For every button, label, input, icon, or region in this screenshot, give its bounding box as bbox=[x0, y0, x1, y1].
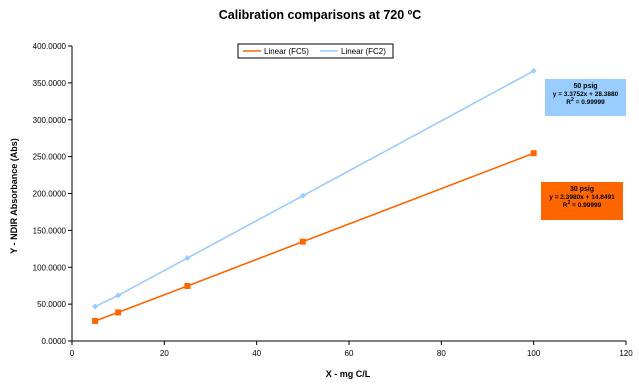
x-tick-label: 100 bbox=[527, 349, 541, 358]
y-tick-label: 250.0000 bbox=[33, 153, 67, 162]
x-tick-label: 80 bbox=[437, 349, 446, 358]
y-axis-label: Y - NDIR Absorbance (Abs) bbox=[9, 138, 19, 254]
data-point bbox=[92, 303, 99, 310]
data-point bbox=[299, 192, 306, 199]
annotation-50-psig-label: 50 psig bbox=[573, 83, 598, 90]
x-tick-labels: 0 20 40 60 80 100 120 bbox=[70, 341, 633, 358]
y-tick-label: 150.0000 bbox=[33, 226, 67, 235]
data-point bbox=[184, 255, 191, 262]
annotation-50-psig: 50 psig y = 3.3752x + 28.3880 R2 = 0.999… bbox=[545, 79, 626, 116]
y-tick-label: 50.0000 bbox=[37, 300, 66, 309]
annotation-50-psig-equation: y = 3.3752x + 28.3880 bbox=[552, 91, 619, 98]
chart-title: Calibration comparisons at 720 ºC bbox=[219, 8, 422, 22]
y-tick-label: 100.0000 bbox=[33, 263, 67, 272]
y-tick-labels: 0.0000 50.0000 100.0000 150.0000 200.0000 250… bbox=[33, 42, 72, 346]
y-tick-label: 400.0000 bbox=[33, 42, 67, 51]
data-point bbox=[299, 238, 306, 245]
data-point bbox=[530, 67, 537, 74]
series-line-2 bbox=[94, 70, 535, 308]
data-point bbox=[530, 150, 537, 157]
x-axis-label: X - mg C/L bbox=[326, 369, 371, 379]
y-tick-label: 200.0000 bbox=[33, 190, 67, 199]
y-tick-label: 0.0000 bbox=[42, 337, 67, 346]
y-tick-label: 350.0000 bbox=[33, 79, 67, 88]
annotation-50-psig-r2: R2 = 0.99999 bbox=[566, 96, 605, 106]
annotation-30-psig-equation: y = 2.3980x + 14.8491 bbox=[549, 194, 615, 201]
data-point bbox=[115, 309, 122, 316]
x-tick-label: 60 bbox=[345, 349, 354, 358]
x-tick-label: 0 bbox=[70, 349, 75, 358]
legend-label-2: Linear (FC2) bbox=[341, 47, 386, 56]
legend-label-1: Linear (FC5) bbox=[264, 47, 309, 56]
data-point bbox=[184, 282, 191, 289]
legend: Linear (FC5) Linear (FC2) bbox=[237, 43, 394, 59]
series-line-1 bbox=[94, 152, 534, 322]
data-point bbox=[92, 317, 99, 324]
legend-box bbox=[237, 43, 394, 59]
series-layer bbox=[92, 67, 537, 324]
data-point bbox=[115, 292, 122, 299]
x-tick-label: 40 bbox=[252, 349, 261, 358]
x-tick-label: 20 bbox=[160, 349, 169, 358]
annotation-30-psig-label: 30 psig bbox=[569, 186, 595, 193]
y-tick-label: 300.0000 bbox=[33, 116, 67, 125]
annotation-30-psig-r2: R2 = 0.99999 bbox=[562, 199, 602, 209]
x-tick-label: 120 bbox=[619, 349, 633, 358]
annotation-30-psig: 30 psig y = 2.3980x + 14.8491 R2 = 0.999… bbox=[541, 182, 623, 220]
